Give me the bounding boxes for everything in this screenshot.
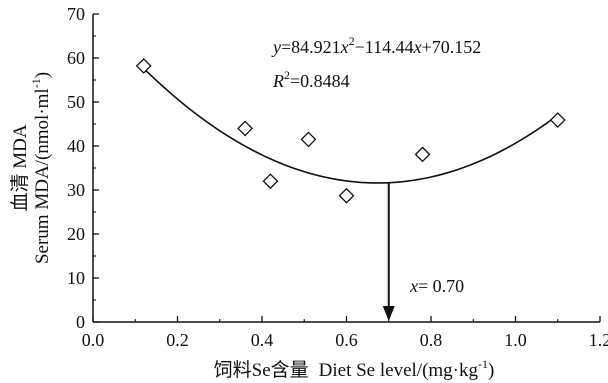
y-tick-label: 40 <box>67 136 85 156</box>
y-tick-label: 0 <box>76 312 85 332</box>
data-points <box>135 58 566 204</box>
y-tick-label: 70 <box>67 4 85 24</box>
data-point <box>338 187 355 204</box>
data-point <box>549 112 566 128</box>
optimum-label: x= 0.70 <box>409 276 464 296</box>
data-point <box>237 120 254 137</box>
x-tick-label: 0.2 <box>166 330 189 350</box>
y-axis-title-cn: 血清 MDA <box>9 124 31 211</box>
fit-curve <box>143 67 559 184</box>
x-tick-label: 0.6 <box>335 330 358 350</box>
y-axis-title-en: Serum MDA/(nmol·ml-1) <box>29 72 53 264</box>
r-squared: R2=0.8484 <box>272 68 350 91</box>
x-tick-label: 1.0 <box>504 330 527 350</box>
y-tick-label: 20 <box>67 224 85 244</box>
y-tick-label: 30 <box>67 180 85 200</box>
y-tick-label: 60 <box>67 48 85 68</box>
data-point <box>300 131 317 148</box>
x-tick-label: 0.0 <box>82 330 105 350</box>
data-point <box>135 58 152 74</box>
y-tick-label: 50 <box>67 92 85 112</box>
y-tick-label: 10 <box>67 268 85 288</box>
x-tick-label: 0.8 <box>420 330 443 350</box>
optimum-arrow-head <box>382 306 395 321</box>
x-tick-label: 0.4 <box>251 330 274 350</box>
data-point <box>262 173 279 190</box>
x-tick-label: 1.2 <box>589 330 608 350</box>
data-point <box>414 146 431 163</box>
x-axis-title: 饲料Se含量 Diet Se level/(mg·kg-1) <box>214 357 495 381</box>
axis-ticks: 0.0 0.2 0.4 0.6 0.8 1.0 1.2 0 10 20 30 40 50 60 70 <box>67 4 608 350</box>
fit-equation: y=84.921x2−114.44x+70.152 <box>271 34 481 57</box>
